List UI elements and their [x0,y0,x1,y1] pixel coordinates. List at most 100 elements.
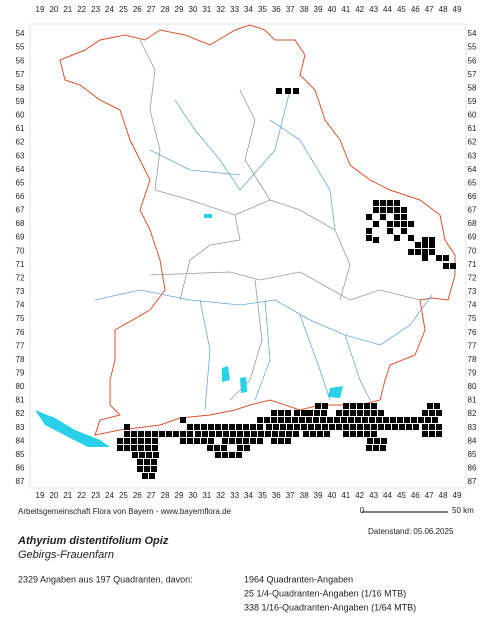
column-label: 43 [369,5,378,14]
occurrence [303,431,309,437]
occurrence [343,410,349,416]
occurrence [131,431,137,437]
occurrence [422,242,428,248]
row-label: 59 [16,97,25,106]
row-label: 72 [16,273,25,282]
occurrence [222,438,228,444]
occurrence [271,417,277,423]
occurrence [387,228,393,234]
row-label: 85 [468,450,477,459]
occurrence [257,417,263,423]
row-label: 81 [468,396,477,405]
occurrence [229,438,235,444]
row-label: 68 [16,219,25,228]
occurrence [341,417,347,423]
column-label: 30 [188,5,197,14]
occurrence [153,452,159,458]
occurrence [279,431,285,437]
occurrence [142,473,148,479]
column-label: 46 [411,491,420,500]
column-label: 33 [230,491,239,500]
occurrence [187,438,193,444]
occurrence [287,424,293,430]
occurrence [209,431,215,437]
occurrence [272,431,278,437]
occurrence [299,417,305,423]
occurrence [380,200,386,206]
row-label: 54 [16,29,25,38]
row-label: 73 [468,287,477,296]
occurrence [301,410,307,416]
occurrence [374,438,380,444]
occurrence [434,403,440,409]
column-label: 41 [341,5,350,14]
occurrence [285,410,291,416]
occurrence [292,417,298,423]
occurrence [285,88,291,94]
row-label: 60 [468,111,477,120]
occurrence [422,237,428,243]
column-label: 30 [188,491,197,500]
column-label: 32 [216,491,225,500]
column-label: 35 [258,5,267,14]
occurrence [152,431,158,437]
occurrence [371,424,377,430]
occurrence [271,438,277,444]
occurrence [373,445,379,451]
occurrence [357,431,363,437]
column-label: 26 [133,5,142,14]
column-label: 44 [383,491,392,500]
row-label: 81 [16,396,25,405]
occurrence [222,452,228,458]
occurrence [371,403,377,409]
occurrence [350,403,356,409]
occurrence [236,452,242,458]
occurrence [208,438,214,444]
occurrence [215,452,221,458]
row-label: 56 [16,56,25,65]
column-label: 45 [397,5,406,14]
column-label: 34 [244,5,253,14]
row-label: 79 [468,369,477,378]
column-label: 37 [286,491,295,500]
column-label: 40 [327,5,336,14]
occurrence [327,417,333,423]
frame [29,23,467,489]
occurrence [180,438,186,444]
occurrence [436,424,442,430]
occurrence [397,417,403,423]
occurrence [429,431,435,437]
occurrence [322,403,328,409]
occurrence [271,410,277,416]
occurrence [329,424,335,430]
occurrence [394,207,400,213]
occurrence [159,431,165,437]
occurrence [380,214,386,220]
occurrence [137,466,143,472]
column-label: 44 [383,5,392,14]
credit: Arbeitsgemeinschaft Flora von Bayern - w… [18,507,232,516]
row-label: 84 [468,436,477,445]
row-label: 56 [468,56,477,65]
summary-line: 25 1/4-Quadranten-Angaben (1/16 MTB) [244,588,406,598]
occurrence [380,207,386,213]
occurrence [401,207,407,213]
column-label: 39 [314,5,323,14]
row-label: 55 [16,43,25,52]
occurrence [237,431,243,437]
occurrence [357,424,363,430]
column-label: 26 [133,491,142,500]
occurrence [285,438,291,444]
occurrence [369,417,375,423]
occurrence [427,403,433,409]
occurrence [151,466,157,472]
occurrence [413,424,419,430]
column-label: 21 [63,5,72,14]
occurrence [145,445,151,451]
row-label: 83 [16,423,25,432]
scale-start: 0 [360,506,365,515]
occurrence [236,424,242,430]
occurrence [187,431,193,437]
occurrence [250,438,256,444]
row-label: 54 [468,29,477,38]
